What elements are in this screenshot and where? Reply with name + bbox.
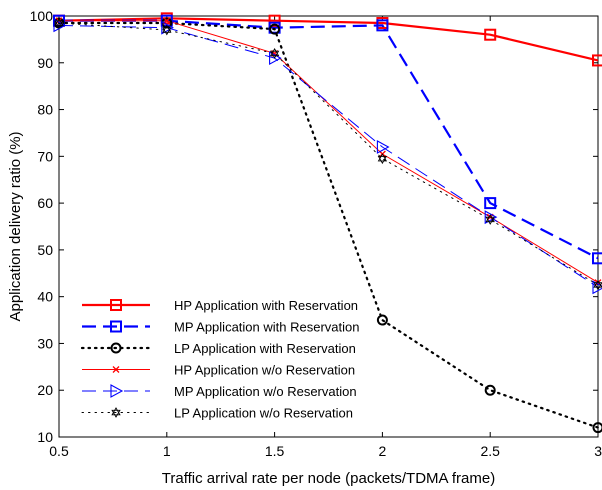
- y-tick-label: 60: [37, 195, 53, 211]
- x-tick-label: 2: [379, 443, 387, 459]
- lp-application-w-o-reservation-point: [485, 214, 495, 225]
- lp-application-with-reservation-point: [592, 422, 602, 434]
- lp-application-w-o-reservation-point: [593, 279, 602, 291]
- x-axis-title: Traffic arrival rate per node (packets/T…: [162, 470, 495, 487]
- y-tick-label: 10: [37, 429, 53, 445]
- legend-marker-mp-application-w-o-reservation: [110, 384, 124, 398]
- plot-area: [58, 15, 599, 438]
- y-axis-title: Application delivery ratio (%): [7, 131, 24, 321]
- hp-application-with-reservation-point: [484, 28, 497, 41]
- mp-application-with-reservation-point: [592, 252, 602, 265]
- legend-label-lp-application-w-o-reservation: LP Application w/o Reservation: [174, 406, 353, 421]
- x-tick-label: 1: [163, 443, 171, 459]
- series-markers: [53, 12, 602, 434]
- y-tick-label: 50: [37, 242, 53, 258]
- lp-application-with-reservation-point: [376, 314, 388, 326]
- series-lines: [57, 17, 600, 429]
- lp-application-with-reservation-line: [57, 21, 600, 429]
- mp-application-w-o-reservation-point: [592, 280, 602, 295]
- legend-label-mp-application-with-reservation: MP Application with Reservation: [174, 320, 359, 335]
- y-tick-label: 40: [37, 289, 53, 305]
- legend-label-hp-application-w-o-reservation: HP Application w/o Reservation: [174, 363, 355, 378]
- x-tick-label: 2.5: [480, 443, 500, 459]
- lp-application-with-reservation-point: [269, 23, 281, 35]
- legend-marker-mp-application-with-reservation: [110, 320, 122, 333]
- y-tick-label: 80: [37, 102, 53, 118]
- legend-marker-lp-application-with-reservation: [110, 342, 122, 354]
- hp-application-w-o-reservation-line: [59, 20, 599, 284]
- legend-marker-hp-application-w-o-reservation: [112, 366, 120, 373]
- y-tick-label: 100: [30, 8, 54, 24]
- lp-application-with-reservation-point: [484, 384, 496, 396]
- y-tick-label: 30: [37, 335, 53, 351]
- mp-application-w-o-reservation-point: [376, 140, 390, 154]
- lp-application-w-o-reservation-line: [58, 22, 599, 286]
- lp-application-w-o-reservation-point: [377, 153, 388, 165]
- legend-marker-hp-application-with-reservation: [110, 299, 122, 311]
- legend: HP Application with Reservation MP Applic…: [80, 298, 359, 421]
- mp-application-with-reservation-point: [376, 19, 389, 32]
- lp-application-w-o-reservation-point: [162, 24, 172, 36]
- hp-application-w-o-reservation-point: [163, 17, 171, 25]
- mp-application-w-o-reservation-point: [53, 18, 67, 33]
- x-tick-label: 3: [594, 443, 602, 459]
- mp-application-w-o-reservation-point: [161, 20, 174, 35]
- y-tick-label: 20: [37, 382, 53, 398]
- y-tick-label: 90: [37, 55, 53, 71]
- lp-application-w-o-reservation-point: [54, 17, 64, 29]
- mp-application-w-o-reservation-point: [269, 51, 282, 66]
- axis-ticks: 0.5 1 1.5 2 2.5 3 10 20 30 40 50 60 70 80 90 100: [30, 8, 602, 459]
- y-tick-label: 70: [37, 148, 53, 164]
- mp-application-w-o-reservation-line: [58, 24, 599, 288]
- hp-application-with-reservation-point: [592, 54, 602, 67]
- x-tick-label: 0.5: [49, 443, 69, 459]
- hp-application-with-reservation-line: [58, 17, 599, 62]
- mp-application-with-reservation-point: [484, 197, 497, 210]
- hp-application-with-reservation-point: [268, 14, 281, 27]
- lp-application-w-o-reservation-point: [269, 47, 280, 59]
- legend-label-hp-application-with-reservation: HP Application with Reservation: [174, 298, 358, 313]
- legend-label-lp-application-with-reservation: LP Application with Reservation: [174, 341, 356, 356]
- legend-label-mp-application-w-o-reservation: MP Application w/o Reservation: [174, 384, 357, 399]
- x-tick-label: 1.5: [265, 443, 285, 459]
- mp-application-w-o-reservation-point: [484, 210, 498, 225]
- legend-marker-lp-application-w-o-reservation: [111, 407, 121, 418]
